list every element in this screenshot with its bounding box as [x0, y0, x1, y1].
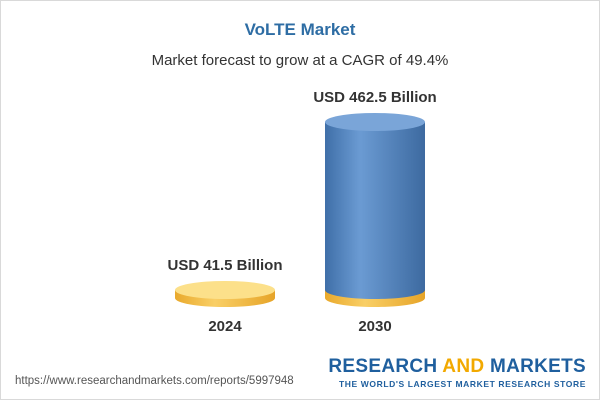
category-label-2024: 2024 [208, 318, 242, 335]
brand-name: RESEARCH AND MARKETS [328, 356, 586, 377]
bar-body-2030 [325, 122, 425, 299]
brand-tagline: THE WORLD'S LARGEST MARKET RESEARCH STOR… [339, 379, 586, 389]
value-label-2030: USD 462.5 Billion [313, 89, 436, 106]
source-url[interactable]: https://www.researchandmarkets.com/repor… [15, 375, 294, 387]
category-label-2030: 2030 [358, 318, 391, 335]
brand-logo: RESEARCH AND MARKETS THE WORLD'S LARGEST… [328, 356, 586, 389]
chart-title: VoLTE Market [244, 20, 356, 39]
bar-top-2024 [175, 281, 275, 299]
chart-subtitle: Market forecast to grow at a CAGR of 49.… [151, 52, 449, 69]
bar-top-2030 [325, 113, 425, 131]
value-label-2024: USD 41.5 Billion [167, 257, 282, 274]
